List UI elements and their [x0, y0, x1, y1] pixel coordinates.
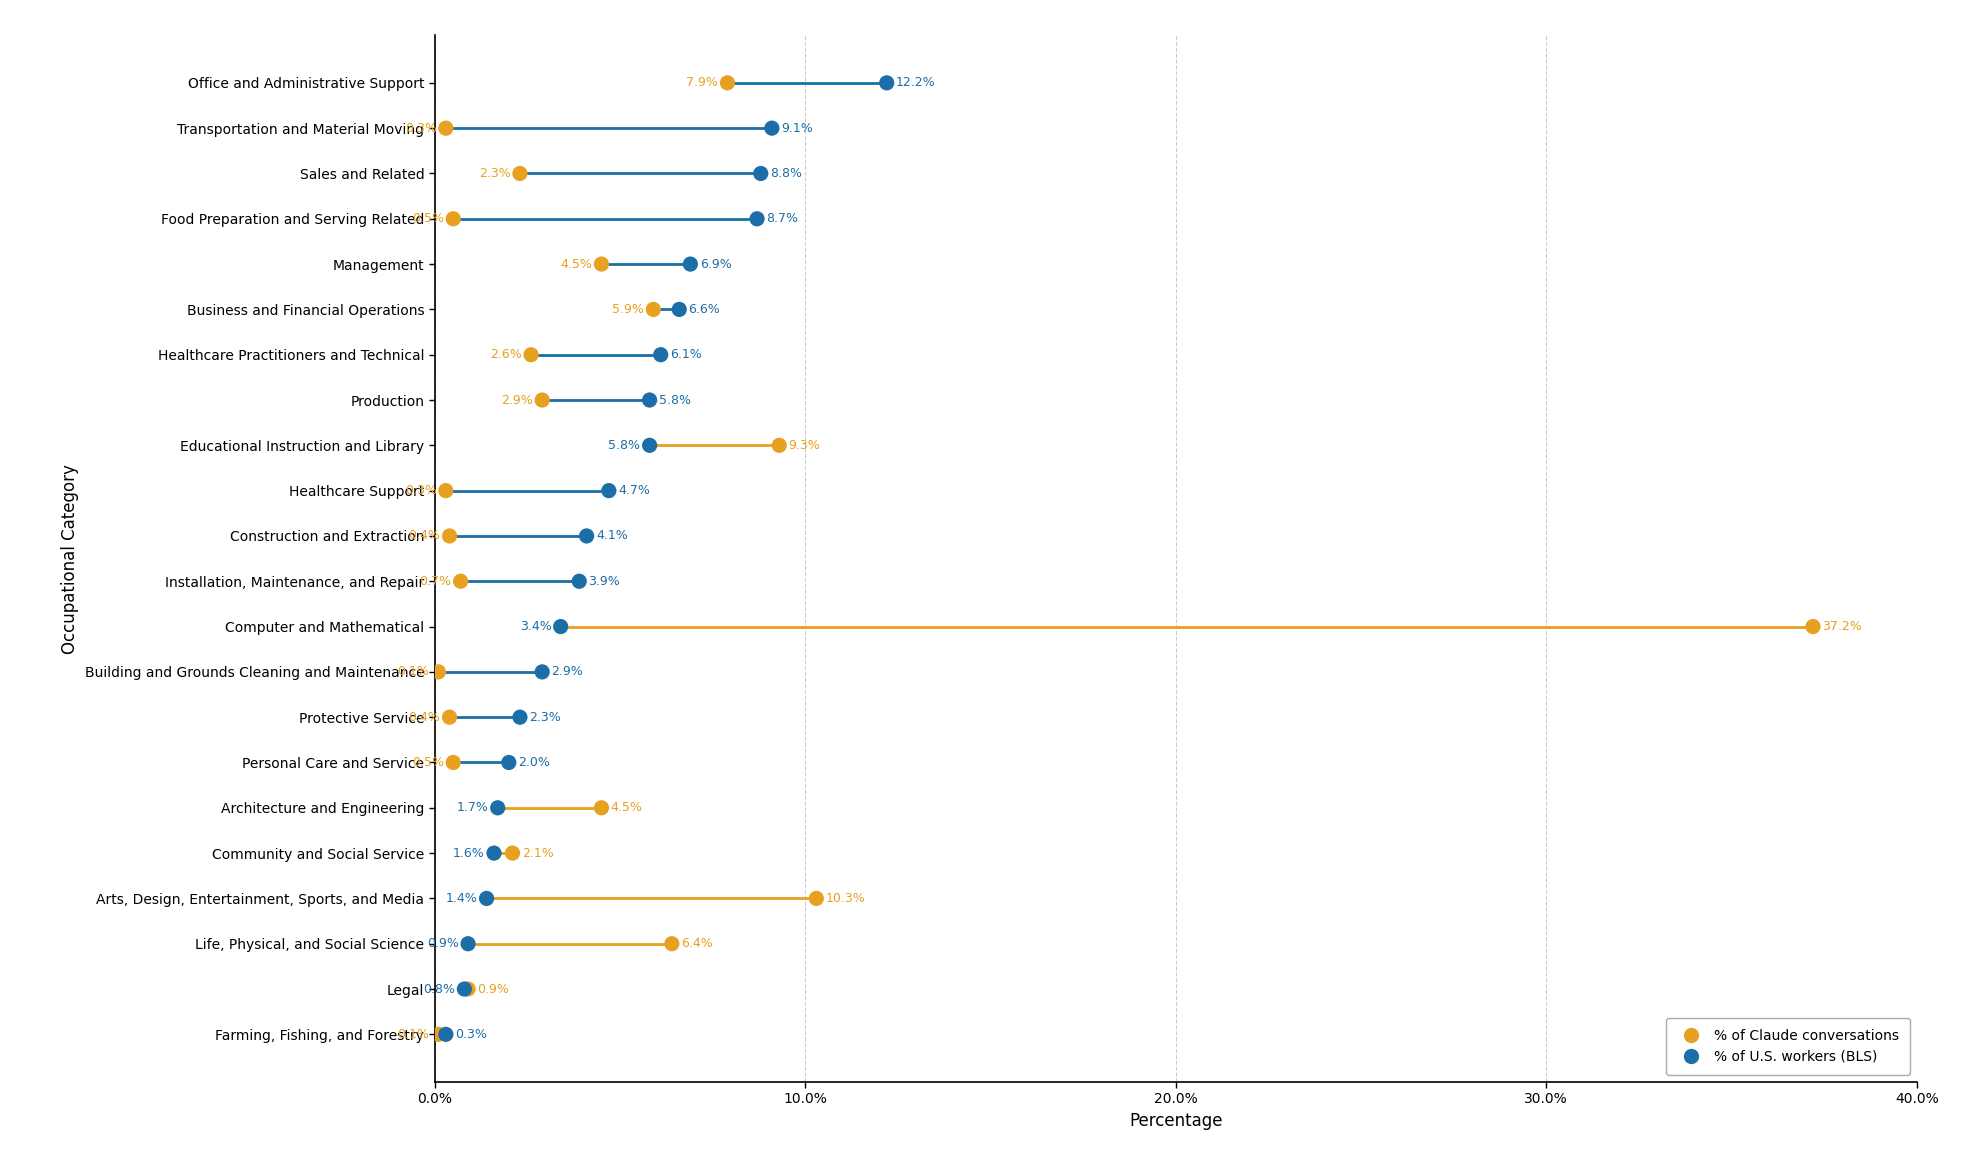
Text: 1.6%: 1.6% [453, 847, 484, 860]
Point [504, 165, 535, 183]
Point [871, 73, 903, 92]
Text: 9.1%: 9.1% [781, 121, 812, 135]
Text: 0.1%: 0.1% [397, 1028, 429, 1041]
Text: 0.4%: 0.4% [409, 710, 441, 723]
Text: 5.8%: 5.8% [609, 439, 640, 452]
Point [437, 209, 468, 228]
Point [423, 662, 454, 681]
Text: 0.3%: 0.3% [405, 485, 437, 497]
Text: 5.8%: 5.8% [658, 394, 692, 407]
Text: 0.5%: 0.5% [411, 213, 445, 226]
Legend: % of Claude conversations, % of U.S. workers (BLS): % of Claude conversations, % of U.S. wor… [1666, 1017, 1909, 1075]
Text: 9.3%: 9.3% [788, 439, 820, 452]
Text: 6.4%: 6.4% [682, 937, 713, 950]
Text: 8.8%: 8.8% [771, 167, 802, 180]
Point [492, 753, 524, 771]
Point [516, 346, 547, 365]
Text: 4.7%: 4.7% [618, 485, 650, 497]
Point [433, 708, 464, 727]
Point [431, 1025, 462, 1044]
Text: 2.0%: 2.0% [518, 756, 549, 769]
Point [423, 1025, 454, 1044]
Point [453, 980, 484, 998]
Point [563, 572, 595, 590]
Point [496, 843, 528, 862]
Text: 6.1%: 6.1% [670, 348, 701, 361]
Text: 2.1%: 2.1% [522, 847, 553, 860]
Point [526, 662, 557, 681]
Text: 1.4%: 1.4% [445, 891, 478, 904]
Text: 2.9%: 2.9% [551, 666, 583, 679]
Text: 0.9%: 0.9% [478, 982, 510, 996]
Point [593, 481, 624, 500]
Text: 0.8%: 0.8% [423, 982, 454, 996]
Point [478, 843, 510, 862]
X-axis label: Percentage: Percentage [1128, 1111, 1223, 1130]
Text: 0.5%: 0.5% [411, 756, 445, 769]
Point [745, 165, 777, 183]
Text: 4.5%: 4.5% [561, 258, 593, 270]
Text: 0.3%: 0.3% [405, 121, 437, 135]
Text: 1.7%: 1.7% [456, 801, 488, 814]
Point [634, 436, 666, 455]
Point [634, 390, 666, 409]
Point [741, 209, 773, 228]
Text: 6.6%: 6.6% [688, 303, 721, 316]
Text: 2.3%: 2.3% [530, 710, 561, 723]
Text: 7.9%: 7.9% [686, 76, 717, 89]
Point [453, 934, 484, 953]
Text: 12.2%: 12.2% [895, 76, 935, 89]
Point [644, 346, 676, 365]
Point [431, 481, 462, 500]
Text: 0.7%: 0.7% [419, 575, 451, 588]
Text: 3.9%: 3.9% [589, 575, 620, 588]
Point [526, 390, 557, 409]
Point [664, 300, 696, 319]
Text: 3.4%: 3.4% [520, 620, 551, 633]
Text: 0.1%: 0.1% [397, 666, 429, 679]
Point [571, 527, 603, 546]
Point [437, 753, 468, 771]
Point [800, 889, 832, 908]
Point [711, 73, 743, 92]
Point [1798, 617, 1830, 636]
Text: 10.3%: 10.3% [826, 891, 865, 904]
Y-axis label: Occupational Category: Occupational Category [61, 463, 79, 654]
Point [585, 799, 617, 817]
Point [433, 527, 464, 546]
Point [431, 119, 462, 138]
Point [445, 572, 476, 590]
Point [757, 119, 788, 138]
Point [656, 934, 688, 953]
Text: 37.2%: 37.2% [1822, 620, 1861, 633]
Text: 2.3%: 2.3% [478, 167, 510, 180]
Text: 4.1%: 4.1% [597, 529, 628, 542]
Point [449, 980, 480, 998]
Text: 2.6%: 2.6% [490, 348, 522, 361]
Point [585, 255, 617, 274]
Text: 8.7%: 8.7% [767, 213, 798, 226]
Point [545, 617, 577, 636]
Text: 2.9%: 2.9% [502, 394, 534, 407]
Text: 0.9%: 0.9% [427, 937, 458, 950]
Point [674, 255, 705, 274]
Text: 4.5%: 4.5% [611, 801, 642, 814]
Text: 6.9%: 6.9% [700, 258, 731, 270]
Point [482, 799, 514, 817]
Text: 0.3%: 0.3% [454, 1028, 486, 1041]
Point [504, 708, 535, 727]
Point [763, 436, 794, 455]
Point [638, 300, 670, 319]
Text: 5.9%: 5.9% [613, 303, 644, 316]
Point [470, 889, 502, 908]
Text: 0.4%: 0.4% [409, 529, 441, 542]
